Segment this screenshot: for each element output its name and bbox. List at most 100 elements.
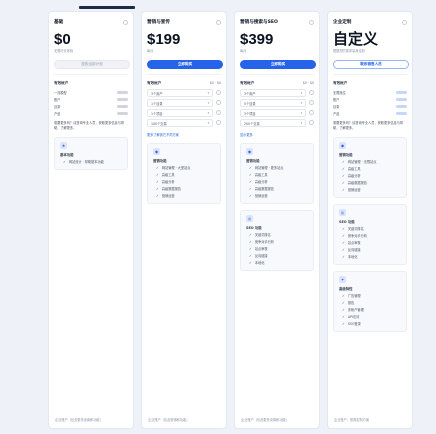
radio-icon[interactable] xyxy=(216,99,221,105)
show-more-link[interactable]: 显示更多 xyxy=(240,133,253,137)
divider xyxy=(54,74,128,75)
check-icon: ✓ xyxy=(342,293,345,298)
feature-label: 一流模型 xyxy=(54,91,67,95)
check-icon: ✓ xyxy=(156,172,159,177)
catalog-select[interactable]: 5个目录 ▾ xyxy=(240,99,307,107)
list-item-label: 高级数据报告 xyxy=(254,187,274,191)
list-item: ✓ 高级数据报告 xyxy=(246,185,309,192)
users-select[interactable]: 3个用户 ▾ xyxy=(240,89,307,97)
list-item-label: 网站管理 · 大型站点 xyxy=(161,166,191,170)
list-item-label: 反向链接 xyxy=(347,248,361,252)
list-item-label: 本地化 xyxy=(254,261,265,265)
check-icon: ✓ xyxy=(342,240,345,245)
project-select[interactable]: 1个项目 ▾ xyxy=(147,109,214,117)
list-item-label: 关键词排名 xyxy=(254,233,271,237)
list-item: ✓ 广告管理 xyxy=(339,292,402,299)
radio-icon[interactable] xyxy=(216,89,221,95)
radio-icon[interactable] xyxy=(216,119,221,125)
list-item-label: 高级分析 xyxy=(347,174,361,178)
list-item-label: 高级工具 xyxy=(254,173,268,177)
list-item-label: 竞争对手分析 xyxy=(347,234,367,238)
check-icon: ✓ xyxy=(342,173,345,178)
list-item: ✓ 营销运营 xyxy=(339,186,402,193)
transactions-select[interactable]: 200个交易 ▾ xyxy=(240,119,307,127)
list-item: ✓ SSO登录 xyxy=(339,320,402,327)
check-icon: ✓ xyxy=(249,232,252,237)
check-icon: ✓ xyxy=(342,247,345,252)
list-item: ✓ API访问 xyxy=(339,313,402,320)
radio-icon[interactable] xyxy=(309,89,314,95)
info-icon[interactable] xyxy=(309,19,314,25)
check-icon: ✓ xyxy=(249,239,252,244)
current-plan-button[interactable]: 您的当前计划 xyxy=(54,60,130,69)
card-footer: 企业账户，按需定制方案 xyxy=(334,418,370,422)
contact-sales-button[interactable]: 联系销售人员 xyxy=(333,60,409,69)
catalog-select[interactable]: 1个目录 ▾ xyxy=(147,99,214,107)
box-title: 营销功能 xyxy=(339,153,353,157)
list-item: ✓ 营销运营 xyxy=(153,192,216,199)
radio-icon[interactable] xyxy=(309,119,314,125)
divider xyxy=(147,74,221,75)
list-item: ✓ 高级工具 xyxy=(246,171,309,178)
check-icon: ✓ xyxy=(63,159,66,164)
feature-box: ◆ 营销功能 ✓ 网站管理 · 更多站点 ✓ 高级工具 ✓ 高级分析 ✓ 高级数据报告 … xyxy=(240,143,314,204)
info-icon[interactable] xyxy=(123,19,128,25)
plan-name: 营销与搜索与SEO xyxy=(240,20,278,25)
plan-card-basic: 基础 $0 无限时长体验 您的当前计划 有效帐户 一流模型 账户 目录 产品 需… xyxy=(48,11,134,429)
list-item: ✓ 竞争对手分析 xyxy=(339,232,402,239)
list-item-label: 站点审核 xyxy=(347,241,361,245)
radio-icon[interactable] xyxy=(216,109,221,115)
chevron-down-icon: ▾ xyxy=(207,91,210,95)
plan-card-marketing: 营销与宣传 $199 每月 立即购买 有效帐户 $0 · $0 3个用户 ▾ 1个目… xyxy=(141,11,227,429)
list-item-label: 反向链接 xyxy=(254,254,268,258)
status-pill xyxy=(117,90,128,95)
check-icon: ✓ xyxy=(156,179,159,184)
list-item-label: 营销运营 xyxy=(161,194,175,198)
list-item: ✓ 高级分析 xyxy=(246,178,309,185)
plan-note: 需要更多吗？请咨询专业人员，获取更多信息与帮助，了解更多。 xyxy=(54,121,125,130)
feature-row: 目录 xyxy=(333,103,407,110)
project-select[interactable]: 3个项目 ▾ xyxy=(240,109,307,117)
list-item: ✓ 关键词排名 xyxy=(246,231,309,238)
buy-now-button[interactable]: 立即购买 xyxy=(240,60,316,69)
list-item: ✓ 本地化 xyxy=(246,259,309,266)
radio-icon[interactable] xyxy=(309,109,314,115)
list-item: ✓ 网站管理 · 无限站点 xyxy=(339,158,402,165)
list-item: ✓ 反向链接 xyxy=(246,252,309,259)
feature-label: 产品 xyxy=(54,112,61,116)
price-caption: 根据您的需求量身定制 xyxy=(333,49,365,53)
info-icon[interactable] xyxy=(216,19,221,25)
status-pill xyxy=(396,97,407,102)
feature-label: 账户 xyxy=(333,98,340,102)
list-item: ✓ 竞争对手分析 xyxy=(246,238,309,245)
plan-note: 需要更多吗？请咨询专业人员，获取更多信息与帮助，了解更多。 xyxy=(333,121,404,130)
list-item: ✓ 反向链接 xyxy=(339,246,402,253)
check-icon: ✓ xyxy=(156,193,159,198)
plan-price: 自定义 xyxy=(333,31,379,48)
check-icon: ✓ xyxy=(342,233,345,238)
advanced-feature-box: ✦ 高级特性 ✓ 广告管理 ✓ 报告 ✓ 多帐户管理 ✓ API访问 ✓ SSO登录 xyxy=(333,271,407,332)
feature-box: ◆ 营销功能 ✓ 网站管理 · 无限站点 ✓ 高级工具 ✓ 高级分析 ✓ 高级数据报告 … xyxy=(333,137,407,198)
check-icon: ✓ xyxy=(342,159,345,164)
list-item-label: 高级分析 xyxy=(254,180,268,184)
transactions-select[interactable]: 100个交易 ▾ xyxy=(147,119,214,127)
users-select[interactable]: 3个用户 ▾ xyxy=(147,89,214,97)
chart-icon: ◆ xyxy=(339,142,346,149)
check-icon: ✓ xyxy=(249,186,252,191)
feature-list: 一流模型 账户 目录 产品 xyxy=(54,89,128,117)
info-icon[interactable] xyxy=(402,19,407,25)
list-item-label: 网站设计 · 帮助基本功能 xyxy=(68,160,104,164)
feature-box: ◆ 营销功能 ✓ 网站管理 · 大型站点 ✓ 高级工具 ✓ 高级分析 ✓ 高级数据报告 … xyxy=(147,143,221,204)
more-info-link[interactable]: 更多了解其它不同方案 xyxy=(147,133,179,137)
status-pill xyxy=(396,90,407,95)
list-item-label: 站点审核 xyxy=(254,247,268,251)
chart-icon: ◆ xyxy=(153,148,160,155)
check-icon: ✓ xyxy=(342,254,345,259)
chevron-down-icon: ▾ xyxy=(207,121,210,125)
feature-row: 目录 xyxy=(54,103,128,110)
price-caption: 无限时长体验 xyxy=(54,49,74,53)
radio-icon[interactable] xyxy=(309,99,314,105)
globe-icon: ◎ xyxy=(339,209,346,216)
pricing-cards: 基础 $0 无限时长体验 您的当前计划 有效帐户 一流模型 账户 目录 产品 需… xyxy=(48,11,413,429)
buy-now-button[interactable]: 立即购买 xyxy=(147,60,223,69)
